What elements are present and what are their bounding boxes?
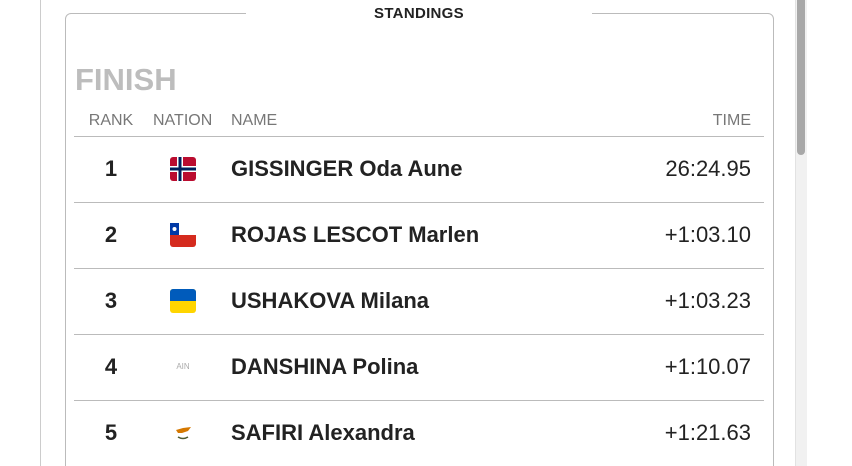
athlete-name: DANSHINA Polina bbox=[231, 354, 419, 379]
result-row[interactable]: 1 GISSINGER Oda Aune 26:24.95 bbox=[74, 136, 764, 202]
flag bbox=[170, 289, 196, 313]
rank: 3 bbox=[104, 288, 118, 313]
row-rule bbox=[74, 334, 764, 335]
header-rule bbox=[74, 136, 764, 137]
column-header: TIME bbox=[712, 112, 751, 129]
result-row[interactable]: 5 SAFIRI Alexandra +1:21.63 bbox=[74, 400, 764, 466]
athlete-name: SAFIRI Alexandra bbox=[231, 420, 415, 445]
athlete-name: ROJAS LESCOT Marlen bbox=[231, 222, 480, 247]
rank: 2 bbox=[104, 222, 118, 247]
athlete-name: USHAKOVA Milana bbox=[231, 288, 430, 313]
column-header: NATION bbox=[153, 112, 213, 129]
rank: 5 bbox=[104, 420, 118, 445]
athlete-name: GISSINGER Oda Aune bbox=[231, 156, 463, 181]
scrollbar-thumb[interactable] bbox=[797, 0, 805, 155]
card-title: STANDINGS bbox=[246, 4, 592, 24]
section-title: FINISH bbox=[75, 62, 177, 97]
result-row[interactable]: 3 USHAKOVA Milana +1:03.23 bbox=[74, 268, 764, 334]
time: 26:24.95 bbox=[665, 156, 751, 181]
flag bbox=[170, 157, 196, 181]
time: +1:03.23 bbox=[664, 288, 751, 313]
row-rule bbox=[74, 202, 764, 203]
time: +1:03.10 bbox=[664, 222, 751, 247]
flag bbox=[170, 223, 196, 247]
time: +1:10.07 bbox=[664, 354, 751, 379]
rank: 1 bbox=[104, 156, 118, 181]
column-header: NAME bbox=[231, 112, 278, 129]
divider bbox=[40, 0, 41, 466]
rank: 4 bbox=[104, 354, 118, 379]
time: +1:21.63 bbox=[664, 420, 751, 445]
flag bbox=[170, 421, 196, 445]
result-row[interactable]: 2 ROJAS LESCOT Marlen +1:03.10 bbox=[74, 202, 764, 268]
result-row[interactable]: 4 AIN DANSHINA Polina +1:10.07 bbox=[74, 334, 764, 400]
row-rule bbox=[74, 268, 764, 269]
column-header: RANK bbox=[88, 112, 134, 129]
nation-code: AIN bbox=[176, 362, 190, 371]
row-rule bbox=[74, 400, 764, 401]
